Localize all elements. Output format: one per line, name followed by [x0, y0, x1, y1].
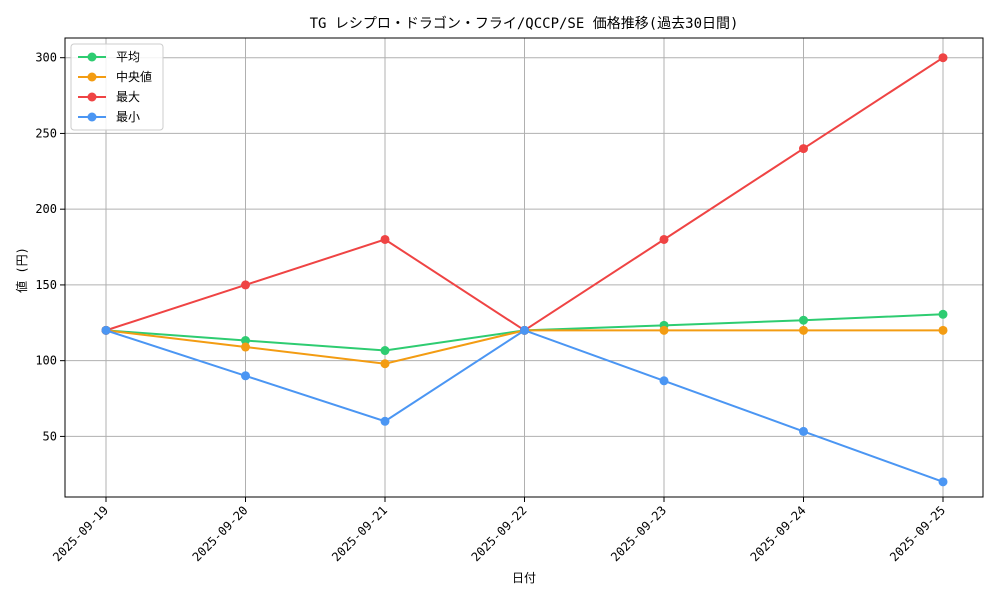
- data-point: [659, 234, 669, 244]
- data-point: [241, 342, 250, 352]
- x-tick-label: 2025-09-22: [469, 503, 530, 564]
- legend-swatch-marker: [87, 72, 97, 82]
- x-tick-label: 2025-09-21: [329, 503, 390, 564]
- x-tick-label: 2025-09-23: [608, 503, 669, 564]
- series-lines: [101, 53, 948, 487]
- y-tick-label: 50: [43, 429, 57, 443]
- legend-swatch-marker: [87, 112, 97, 122]
- data-point: [938, 477, 948, 487]
- data-point: [938, 309, 948, 319]
- legend-label: 平均: [116, 50, 140, 64]
- y-tick-label: 300: [35, 51, 57, 65]
- y-axis-label: 値 (円): [14, 247, 29, 293]
- grid: [65, 38, 983, 497]
- data-point: [380, 346, 390, 356]
- data-point: [520, 325, 529, 335]
- data-point: [380, 234, 390, 244]
- legend-swatch-marker: [87, 92, 97, 102]
- x-tick-label: 2025-09-20: [190, 503, 251, 564]
- data-point: [101, 325, 111, 335]
- data-point: [938, 325, 948, 335]
- data-point: [241, 336, 250, 346]
- data-point: [799, 426, 808, 436]
- y-tick-label: 100: [35, 354, 57, 368]
- legend-swatch-marker: [87, 52, 97, 62]
- data-point: [799, 144, 808, 154]
- data-point: [241, 280, 250, 290]
- x-tick-label: 2025-09-25: [887, 503, 948, 564]
- data-point: [380, 416, 390, 426]
- x-axis: 2025-09-19 2025-09-20 2025-09-21 2025-09-22…: [50, 497, 948, 564]
- chart-title: TG レシプロ・ドラゴン・フライ/QCCP/SE 価格推移(過去30日間): [310, 15, 739, 32]
- y-tick-label: 250: [35, 126, 57, 140]
- data-point: [799, 315, 808, 325]
- x-tick-label: 2025-09-24: [748, 503, 809, 564]
- y-tick-label: 200: [35, 202, 57, 216]
- data-point: [659, 325, 669, 335]
- legend-label: 最大: [116, 90, 140, 104]
- data-point: [938, 53, 948, 63]
- legend-box: [70, 43, 164, 131]
- series-3: [101, 325, 948, 487]
- data-point: [799, 325, 808, 335]
- data-point: [241, 371, 250, 381]
- y-axis: 50 100 150 200 250 300: [35, 51, 65, 443]
- legend-label: 中央値: [116, 69, 152, 84]
- x-tick-label: 2025-09-19: [50, 503, 111, 564]
- data-point: [659, 376, 669, 386]
- data-point: [380, 359, 390, 369]
- y-tick-label: 150: [35, 278, 57, 292]
- legend-label: 最小: [116, 110, 140, 124]
- x-axis-label: 日付: [512, 571, 536, 585]
